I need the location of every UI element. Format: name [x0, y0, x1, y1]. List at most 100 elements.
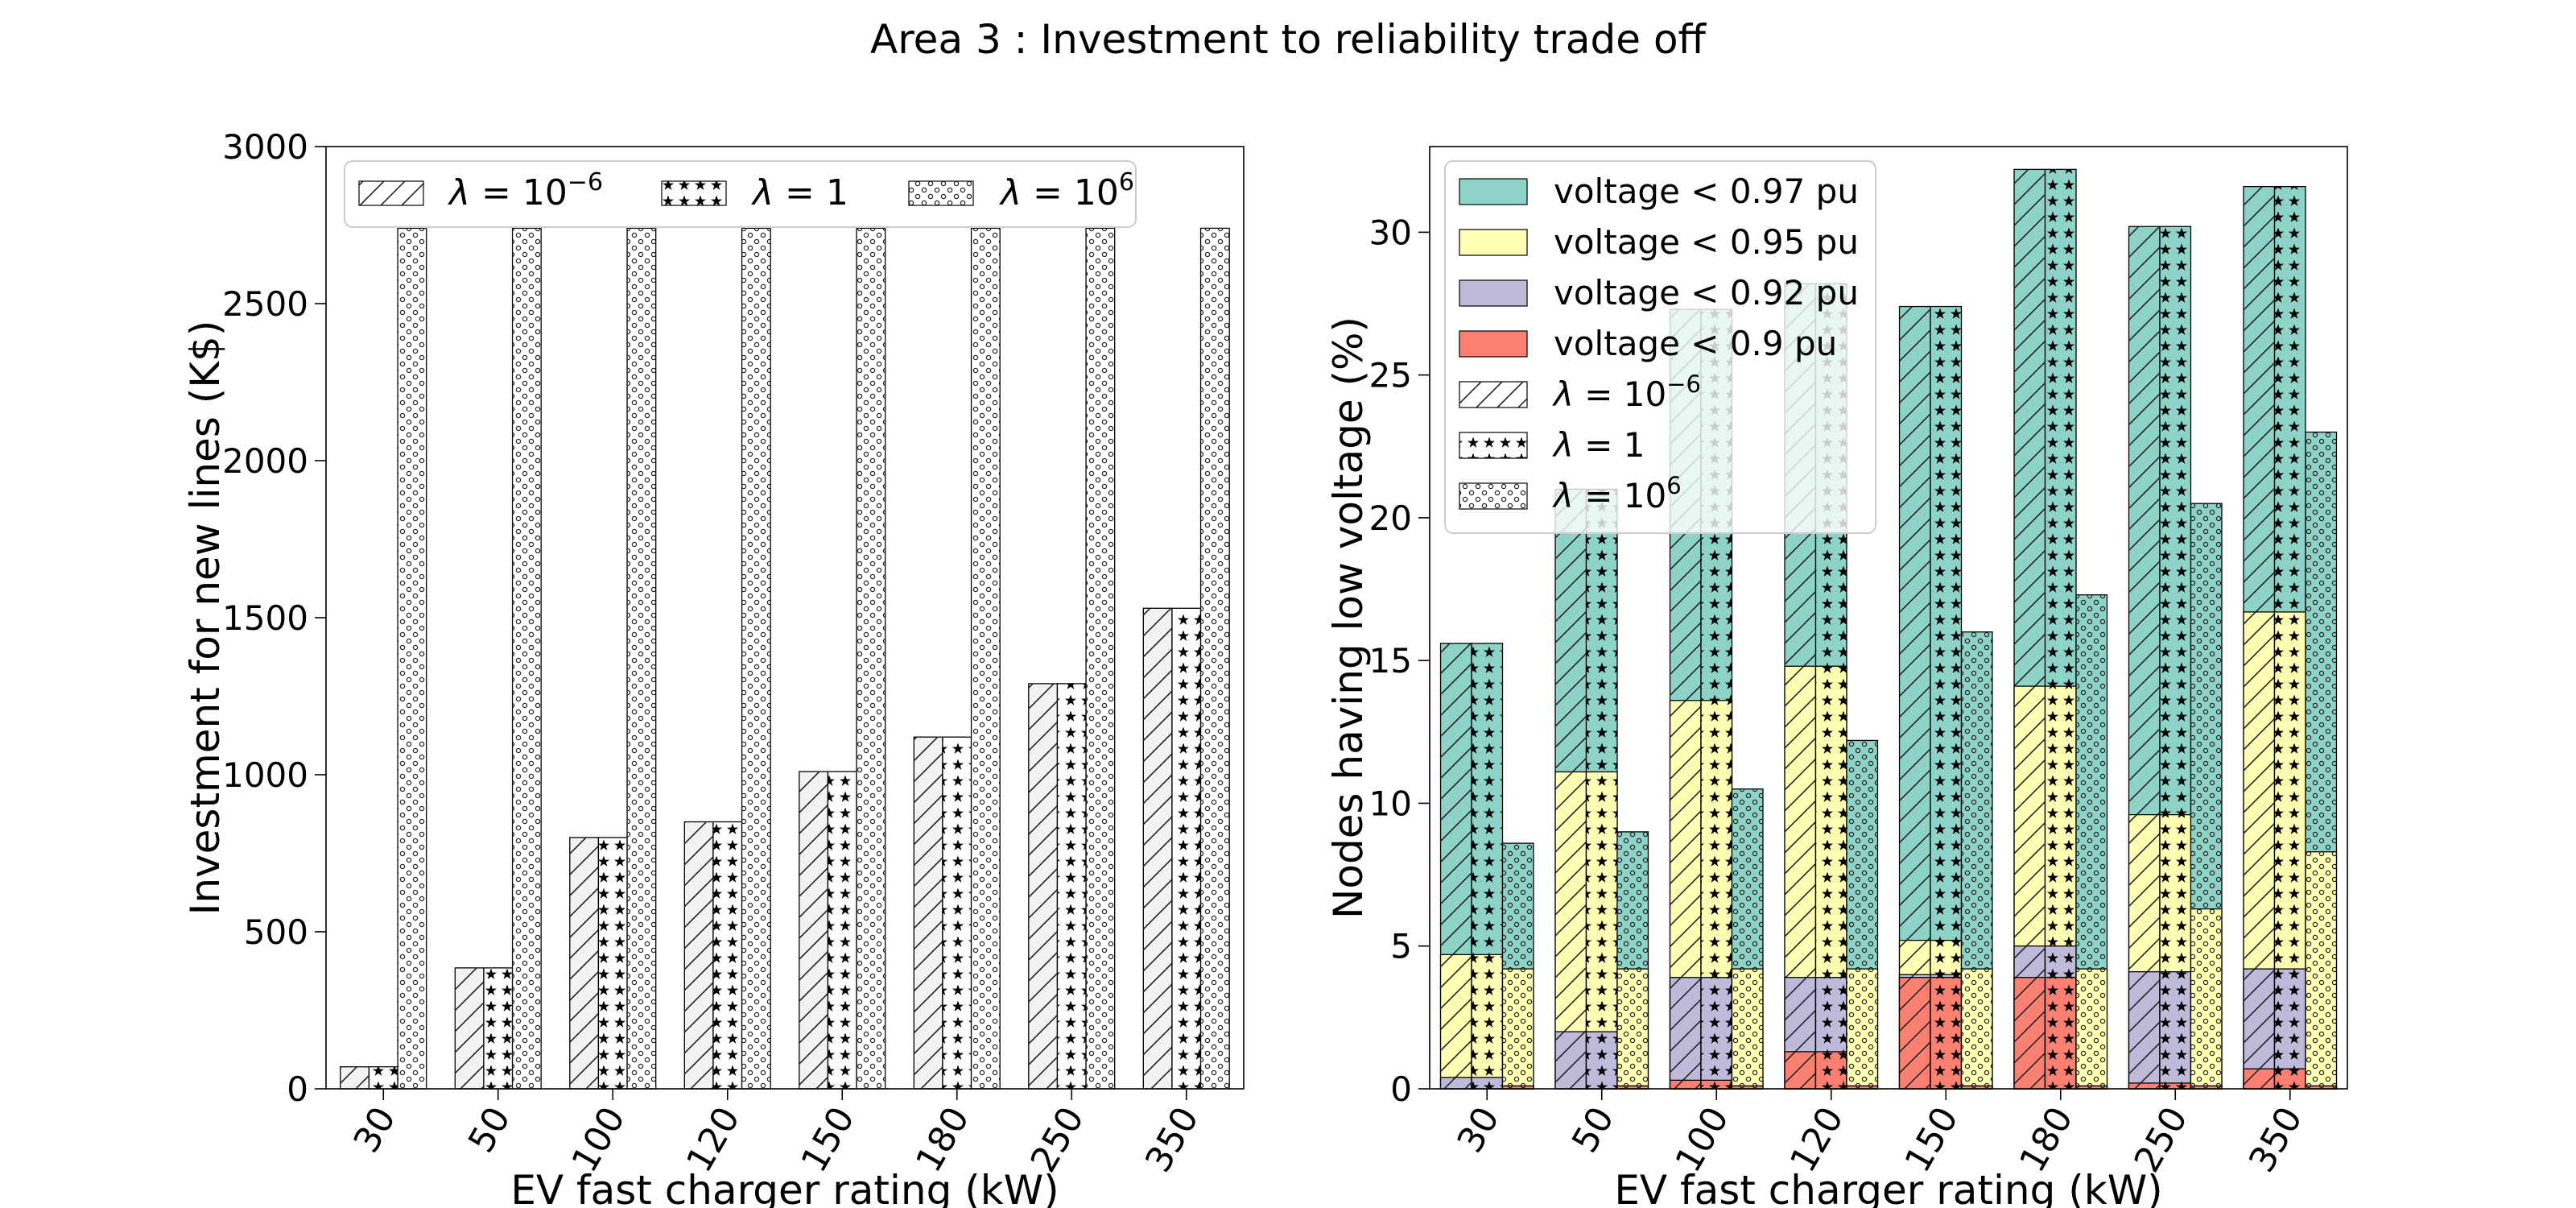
- right-bar-350-s1-v090-hatch: [2244, 1069, 2275, 1089]
- right-bar-100-s3-v095-hatch: [1732, 969, 1763, 1089]
- right-legend-entry-6: λ = 1: [1459, 425, 1645, 465]
- left-y-tick-label: 2000: [222, 441, 308, 481]
- left-bar-50-s2-hatch: [483, 967, 513, 1089]
- right-bar-350-s3-v095-hatch: [2305, 851, 2337, 1089]
- left-bar-30-s1-hatch: [340, 1066, 369, 1089]
- right-legend-label-2: voltage < 0.95 pu: [1554, 222, 1859, 262]
- right-bar-120-s1-v090-hatch: [1785, 1051, 1816, 1089]
- left-y-axis-label: Investment for new lines (K$): [182, 321, 229, 916]
- right-y-tick-label: 10: [1369, 784, 1412, 823]
- left-legend-label-3: λ = 106: [999, 168, 1134, 213]
- left-bar-120-s1-hatch: [684, 821, 713, 1089]
- right-bar-50-s3-v095-hatch: [1616, 969, 1649, 1089]
- right-legend: voltage < 0.97 pu voltage < 0.95 pu volt…: [1444, 160, 1876, 534]
- left-bar-120-s2-hatch: [712, 821, 742, 1089]
- right-legend-label-4: voltage < 0.9 pu: [1554, 324, 1837, 363]
- left-bar-100-s3-hatch: [627, 228, 656, 1089]
- right-bar-150-s1-v090-hatch: [1899, 977, 1931, 1089]
- left-bar-180-s3-hatch: [971, 228, 1001, 1089]
- right-bar-250-s2-v092-hatch: [2160, 971, 2191, 1089]
- left-x-tick-label: 350: [1137, 1100, 1207, 1179]
- right-legend-swatch-2: [1459, 229, 1528, 256]
- right-bar-50-s2-v092-hatch: [1586, 1032, 1617, 1089]
- right-bar-250-s3-v095-hatch: [2190, 908, 2222, 1089]
- left-bar-100-s2-hatch: [598, 838, 628, 1089]
- left-bar-350-s1-hatch: [1143, 608, 1172, 1089]
- right-legend-box: [1444, 160, 1876, 534]
- left-bar-50-s1-hatch: [455, 967, 484, 1089]
- right-bar-180-s3-v095-hatch: [2075, 969, 2107, 1089]
- left-bar-180-s1-hatch: [914, 737, 943, 1089]
- right-legend-label-6: λ = 1: [1552, 425, 1645, 465]
- left-bar-150-s1-hatch: [799, 772, 828, 1089]
- left-y-tick-label: 1500: [222, 598, 308, 638]
- left-bar-50-s3-hatch: [512, 228, 542, 1089]
- right-plot-frame: [1429, 146, 2348, 1090]
- right-legend-entry-5: λ = 10−6: [1459, 370, 1701, 414]
- left-legend-box: [344, 160, 1137, 228]
- right-bar-100-s1-v092-hatch: [1670, 977, 1702, 1089]
- left-legend-swatch-2-pattern: [662, 181, 726, 205]
- right-bar-30-s3-v090-hatch: [1502, 1086, 1534, 1089]
- left-y-tick-label: 1000: [222, 755, 308, 795]
- right-legend-label-3: voltage < 0.92 pu: [1554, 273, 1859, 312]
- right-bar-350-s3-v090-hatch: [2305, 1086, 2337, 1089]
- right-bar-180-s1-v090-hatch: [2014, 977, 2046, 1089]
- right-bar-30-s2-v095-hatch: [1472, 954, 1503, 1089]
- left-legend: λ = 10−6 λ = 1 λ = 106: [344, 160, 1137, 228]
- left-legend-swatch-3-pattern: [909, 181, 973, 205]
- right-legend-entry-7: λ = 106: [1459, 472, 1682, 515]
- right-legend-swatch-7-pattern: [1459, 483, 1527, 509]
- left-bar-250-s2-hatch: [1057, 683, 1087, 1089]
- left-legend-entry-3: λ = 106: [908, 168, 1134, 213]
- left-bar-350-s3-hatch: [1200, 228, 1230, 1089]
- right-y-tick-label: 30: [1369, 213, 1412, 252]
- right-x-tick-label: 350: [2241, 1100, 2310, 1179]
- left-bar-100-s1-hatch: [569, 838, 599, 1089]
- right-legend-label-1: voltage < 0.97 pu: [1554, 172, 1859, 211]
- right-bar-250-s1-v090-hatch: [2128, 1082, 2161, 1089]
- right-legend-swatch-3: [1459, 279, 1528, 307]
- right-bar-120-s2-v090-hatch: [1815, 1051, 1847, 1089]
- right-bar-250-s1-v092-hatch: [2128, 971, 2161, 1089]
- right-bar-120-s3-v095-hatch: [1846, 969, 1878, 1089]
- right-x-ticks: 30 50 100 120 150 180 250 350: [1450, 1089, 2310, 1179]
- left-x-tick-label: 50: [460, 1100, 518, 1160]
- right-legend-swatch-4: [1459, 330, 1528, 358]
- right-bar-120-s3-v090-hatch: [1846, 1086, 1878, 1089]
- right-bar-30-s3-v095-hatch: [1502, 969, 1534, 1089]
- left-y-ticks: 0 500 1000 1500 2000 2500 3000: [222, 127, 326, 1109]
- right-legend-swatch-1: [1459, 178, 1528, 205]
- right-legend-entry-3: voltage < 0.92 pu: [1459, 273, 1859, 312]
- left-y-tick-label: 0: [287, 1069, 308, 1109]
- right-y-tick-label: 15: [1369, 641, 1412, 681]
- left-x-axis-label: EV fast charger rating (kW): [510, 1167, 1059, 1208]
- right-bar-180-s3-v090-hatch: [2075, 1086, 2107, 1089]
- right-bar-180-s2-v090-hatch: [2045, 977, 2076, 1089]
- right-y-tick-label: 5: [1390, 927, 1412, 966]
- right-bar-150-s2-v090-hatch: [1930, 977, 1962, 1089]
- left-bar-250-s1-hatch: [1028, 683, 1058, 1089]
- left-y-tick-label: 2500: [222, 284, 308, 324]
- right-bar-50-s3-v090-hatch: [1616, 1086, 1649, 1089]
- left-legend-entry-2: λ = 1: [661, 172, 848, 213]
- right-x-tick-label: 50: [1564, 1100, 1622, 1160]
- right-bar-30-s1-v095-hatch: [1440, 954, 1472, 1089]
- right-x-tick-label: 30: [1450, 1100, 1508, 1160]
- right-y-tick-label: 0: [1390, 1069, 1412, 1109]
- left-bars: [340, 227, 1230, 1090]
- right-x-axis-label: EV fast charger rating (kW): [1614, 1167, 2162, 1208]
- left-y-tick-label: 3000: [222, 127, 308, 167]
- right-legend-entry-1: voltage < 0.97 pu: [1459, 172, 1859, 211]
- right-y-tick-label: 20: [1369, 499, 1412, 538]
- right-y-tick-label: 25: [1369, 356, 1412, 395]
- right-legend-swatch-6-pattern: [1459, 432, 1527, 458]
- right-y-axis-label: Nodes having low voltage (%): [1325, 316, 1372, 919]
- right-legend-label-7: λ = 106: [1552, 472, 1682, 515]
- right-bar-150-s3-v095-hatch: [1961, 969, 1992, 1089]
- left-bar-180-s2-hatch: [942, 737, 972, 1089]
- left-bar-120-s3-hatch: [741, 228, 771, 1089]
- right-legend-swatch-5-pattern: [1459, 382, 1527, 407]
